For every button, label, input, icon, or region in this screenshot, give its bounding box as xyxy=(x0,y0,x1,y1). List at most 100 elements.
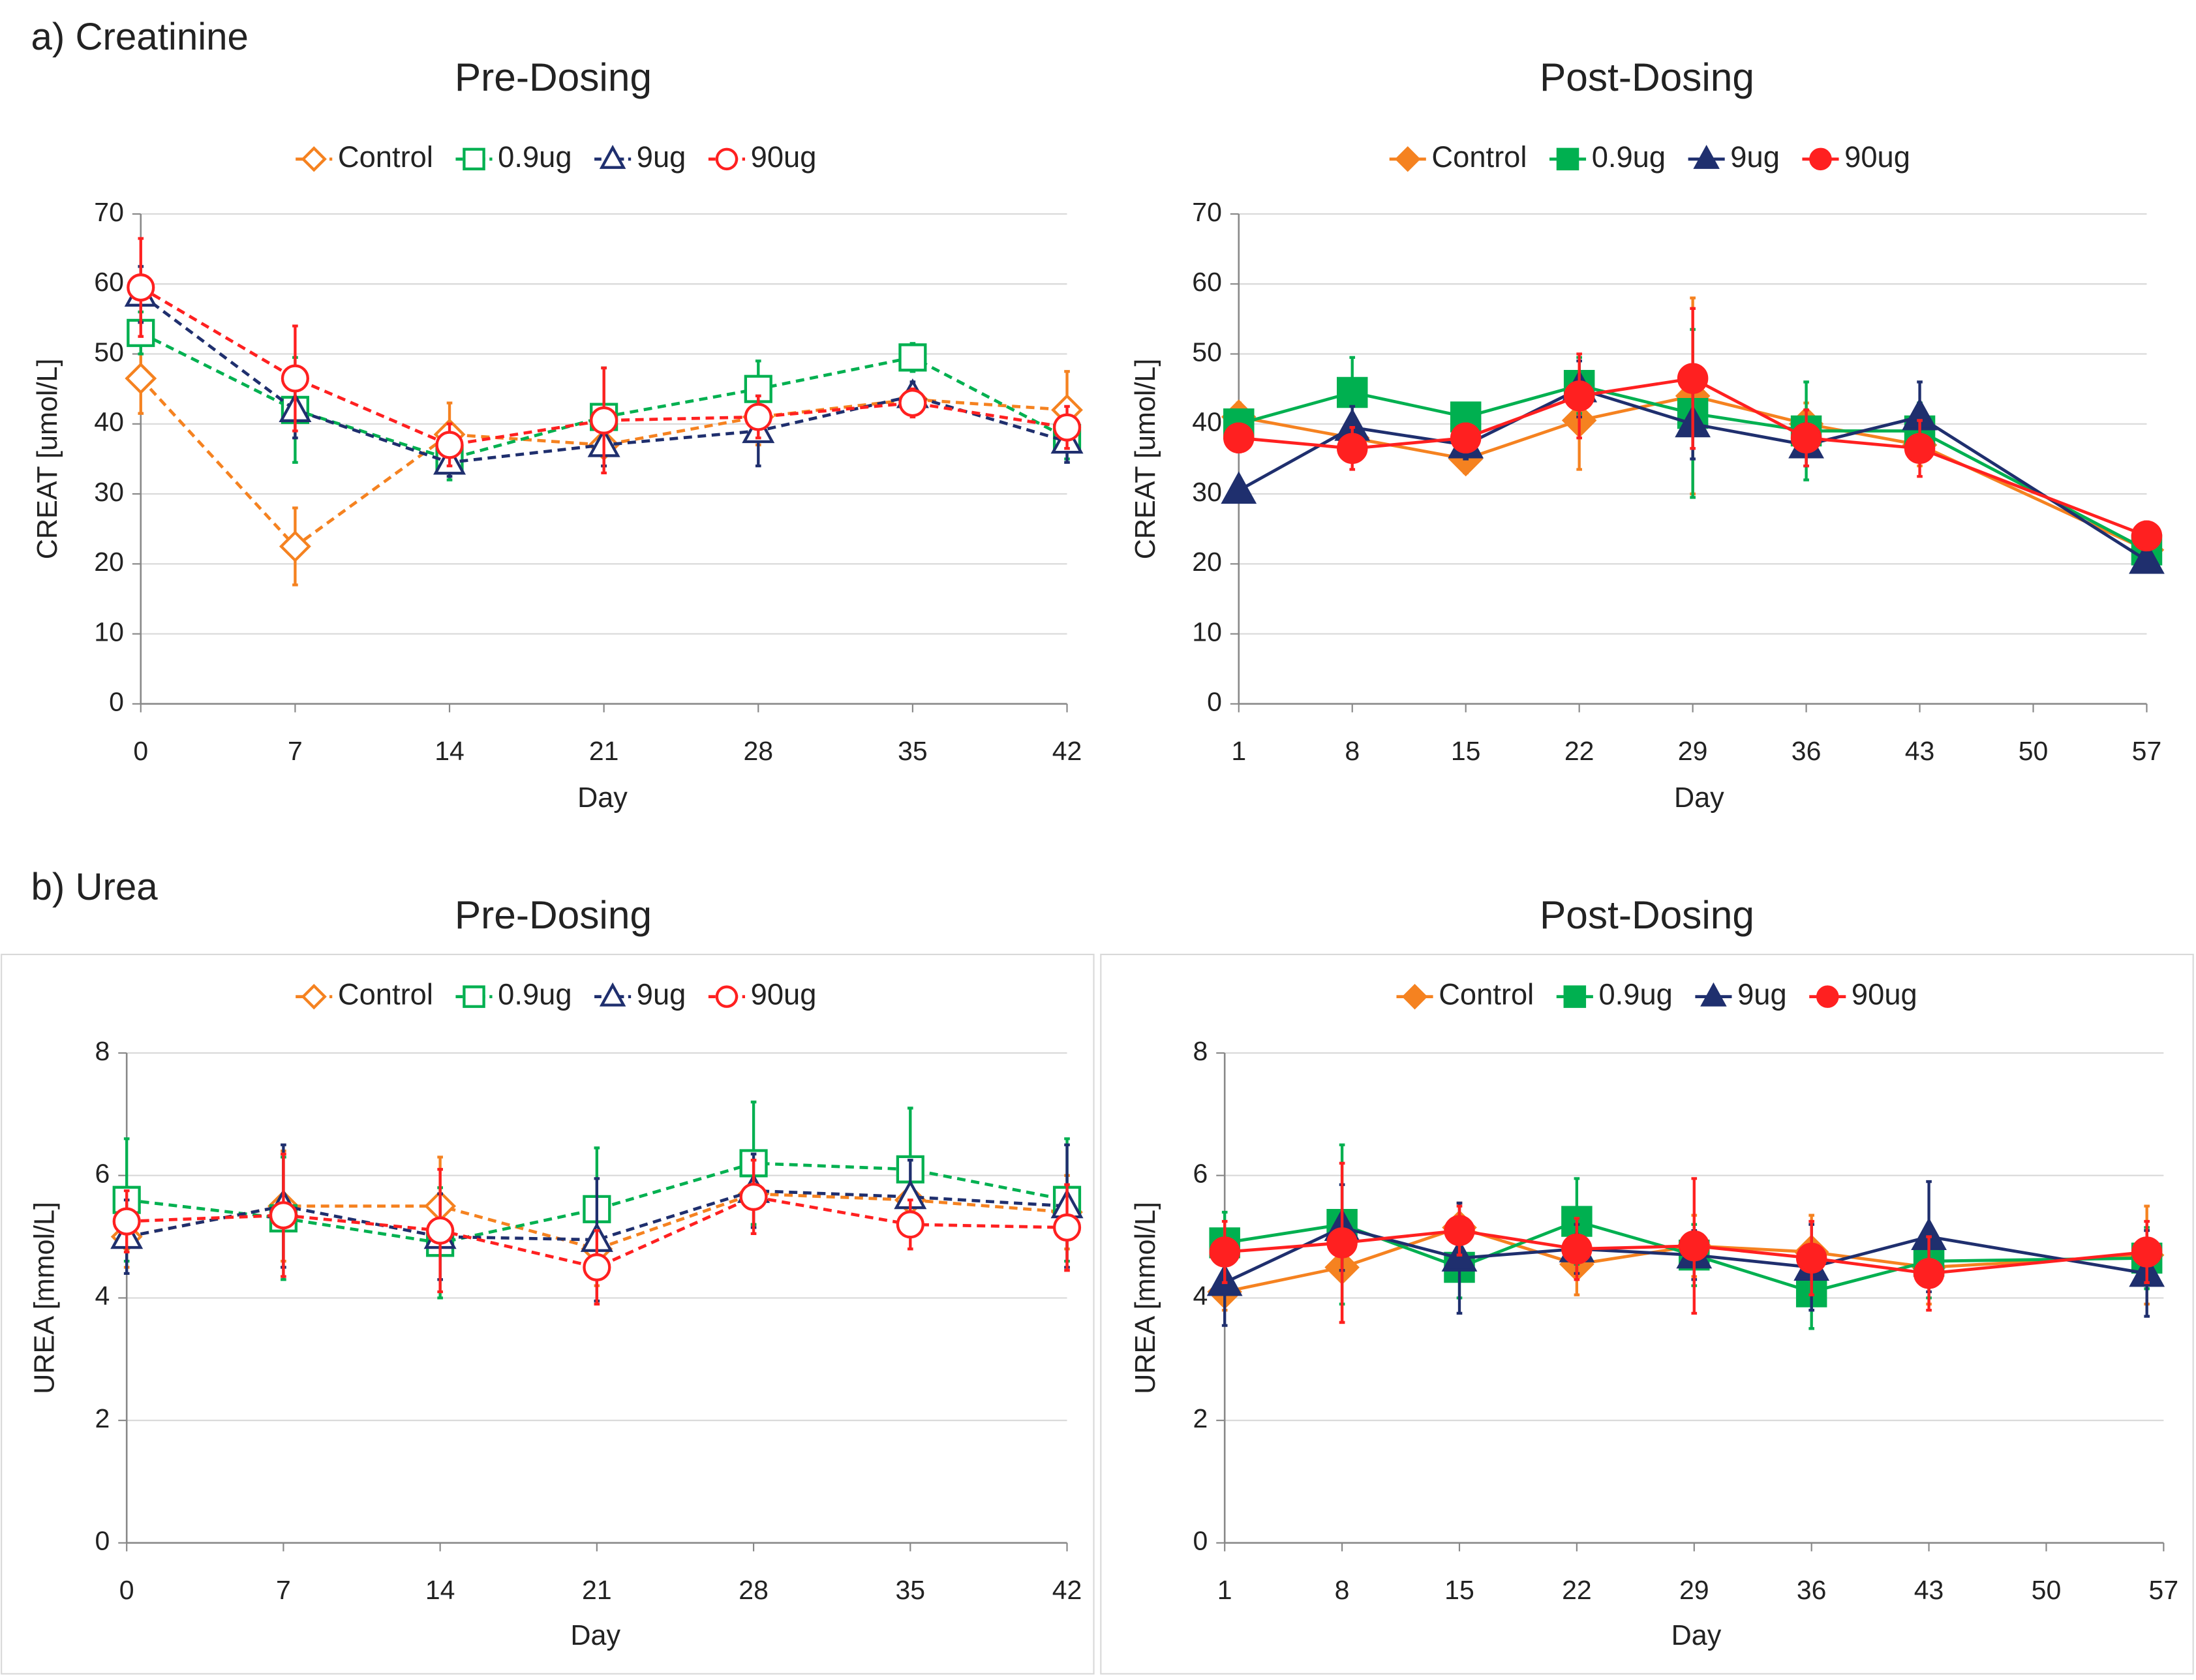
x-tick-label: 36 xyxy=(1792,736,1822,766)
legend-symbol xyxy=(599,982,626,1007)
x-tick-label: 28 xyxy=(743,736,773,766)
x-tick-label: 43 xyxy=(1905,736,1935,766)
panel-label: a) Creatinine xyxy=(31,16,249,58)
legend-label: Control xyxy=(338,140,433,174)
legend-label: Control xyxy=(1439,978,1534,1011)
x-tick-label: 0 xyxy=(119,1575,134,1605)
y-axis-title: CREAT [umol/L] xyxy=(1130,359,1161,560)
y-tick-label: 20 xyxy=(94,547,124,577)
data-point xyxy=(744,374,772,403)
data-point xyxy=(1795,1242,1827,1274)
y-tick-label: 6 xyxy=(1193,1159,1208,1189)
legend-symbol xyxy=(1693,144,1720,169)
y-tick-label: 6 xyxy=(95,1159,110,1189)
data-point xyxy=(2131,1236,2163,1268)
data-point xyxy=(898,343,927,372)
y-tick-label: 4 xyxy=(95,1281,110,1311)
x-axis-title: Day xyxy=(1671,1620,1722,1651)
data-point xyxy=(1223,422,1255,453)
y-tick-label: 40 xyxy=(94,407,124,437)
data-point xyxy=(1052,1213,1082,1242)
chart-title: Pre-Dosing xyxy=(455,55,652,99)
legend-symbol xyxy=(1556,147,1579,171)
data-point xyxy=(2129,541,2165,574)
data-point xyxy=(590,406,618,435)
y-tick-label: 10 xyxy=(1192,617,1222,647)
data-point xyxy=(1326,1227,1358,1259)
legend-label: 90ug xyxy=(751,140,817,174)
x-tick-label: 35 xyxy=(898,736,928,766)
x-tick-label: 35 xyxy=(896,1575,926,1605)
y-tick-label: 50 xyxy=(1192,337,1222,367)
legend-symbol xyxy=(301,146,327,172)
x-tick-label: 28 xyxy=(739,1575,769,1605)
data-point xyxy=(435,431,464,459)
legend-label: 9ug xyxy=(637,140,686,174)
data-point xyxy=(269,1201,297,1230)
x-tick-label: 22 xyxy=(1564,736,1594,766)
y-tick-label: 0 xyxy=(95,1526,110,1556)
data-point xyxy=(1904,433,1936,465)
x-tick-label: 1 xyxy=(1217,1575,1232,1605)
legend-label: 9ug xyxy=(637,978,686,1011)
legend-symbol xyxy=(1816,985,1839,1008)
legend-symbol xyxy=(463,985,485,1008)
data-point xyxy=(279,530,311,562)
legend-label: 9ug xyxy=(1737,978,1787,1011)
data-point xyxy=(739,1182,768,1212)
chart-title: Pre-Dosing xyxy=(455,893,652,937)
legend-label: Control xyxy=(338,978,433,1011)
x-tick-label: 57 xyxy=(2132,736,2162,766)
x-tick-label: 57 xyxy=(2149,1575,2179,1605)
chart-title: Post-Dosing xyxy=(1540,55,1754,99)
y-tick-label: 2 xyxy=(1193,1403,1208,1433)
data-point xyxy=(1052,413,1082,442)
x-tick-label: 22 xyxy=(1562,1575,1592,1605)
data-point xyxy=(1221,471,1257,504)
y-tick-label: 0 xyxy=(1207,687,1222,717)
y-tick-label: 0 xyxy=(1193,1526,1208,1556)
legend-symbol xyxy=(715,147,739,171)
x-tick-label: 43 xyxy=(1914,1575,1944,1605)
data-point xyxy=(1450,422,1482,453)
data-point xyxy=(1913,1258,1945,1289)
x-axis-title: Day xyxy=(1674,782,1724,814)
data-point xyxy=(426,1216,455,1245)
legend-symbol xyxy=(1395,146,1421,172)
x-tick-label: 15 xyxy=(1451,736,1481,766)
data-point xyxy=(112,1207,141,1236)
legend-symbol xyxy=(715,985,739,1008)
x-tick-label: 15 xyxy=(1444,1575,1474,1605)
data-point xyxy=(1679,1230,1710,1262)
x-tick-label: 36 xyxy=(1797,1575,1827,1605)
legend-label: 0.9ug xyxy=(498,140,572,174)
y-tick-label: 4 xyxy=(1193,1281,1208,1311)
x-tick-label: 1 xyxy=(1231,736,1246,766)
y-axis-title: UREA [mmol/L] xyxy=(29,1202,61,1394)
series-line xyxy=(1238,394,2148,552)
data-point xyxy=(1444,1215,1475,1246)
legend-symbol xyxy=(1809,147,1832,171)
x-tick-label: 8 xyxy=(1335,1575,1350,1605)
legend-label: 9ug xyxy=(1730,140,1780,174)
y-tick-label: 70 xyxy=(94,197,124,227)
x-tick-label: 8 xyxy=(1345,736,1360,766)
data-point xyxy=(1336,376,1368,408)
data-point xyxy=(898,389,927,418)
legend-symbol xyxy=(1401,983,1428,1010)
data-point xyxy=(1450,401,1482,433)
x-tick-label: 21 xyxy=(589,736,619,766)
y-tick-label: 30 xyxy=(94,477,124,507)
x-tick-label: 21 xyxy=(582,1575,612,1605)
y-tick-label: 60 xyxy=(94,267,124,297)
data-point xyxy=(281,364,309,393)
legend-symbol xyxy=(1700,982,1727,1007)
y-tick-label: 20 xyxy=(1192,547,1222,577)
x-tick-label: 50 xyxy=(2019,736,2049,766)
series-line xyxy=(1238,384,2148,551)
series-line xyxy=(1225,1229,2147,1275)
y-tick-label: 8 xyxy=(95,1036,110,1066)
chart-title: Post-Dosing xyxy=(1540,893,1754,937)
data-point xyxy=(1563,380,1595,412)
